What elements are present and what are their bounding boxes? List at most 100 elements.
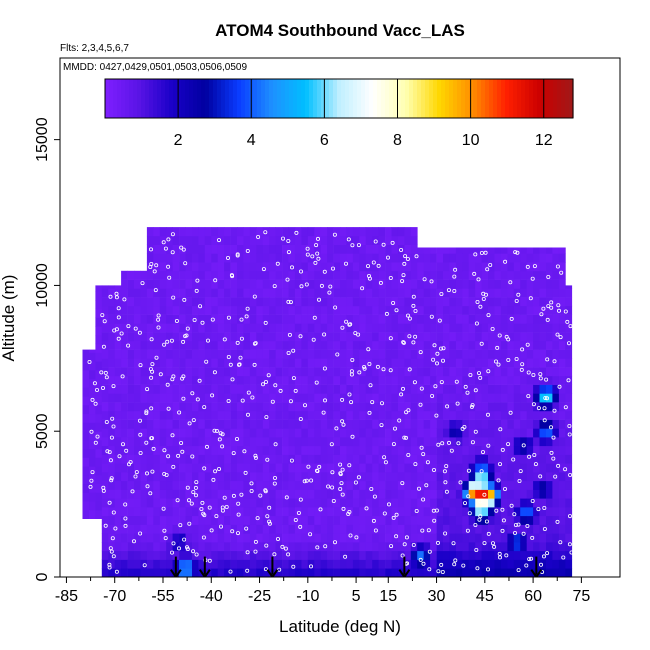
heatmap-cell (404, 480, 412, 490)
heatmap-cell (224, 454, 231, 464)
observation-point (492, 544, 497, 549)
heatmap-cell (462, 559, 470, 569)
heatmap-cell (256, 524, 264, 534)
heatmap-cell (500, 384, 508, 394)
observation-point (294, 230, 299, 235)
heatmap-cell (172, 480, 180, 490)
heatmap-cell (230, 410, 238, 420)
heatmap-cell (513, 349, 521, 359)
observation-point (288, 300, 293, 305)
heatmap-cell (192, 384, 199, 394)
heatmap-cell (307, 480, 315, 490)
heatmap-cell (455, 367, 463, 377)
observation-point (400, 553, 405, 558)
heatmap-cell (430, 323, 437, 333)
heatmap-cell (539, 524, 547, 534)
heatmap-cell (558, 305, 566, 315)
observation-point (222, 337, 227, 342)
heatmap-cell (108, 384, 116, 394)
heatmap-cell (372, 305, 379, 315)
observation-point (382, 455, 387, 460)
heatmap-cell (314, 559, 322, 569)
observation-point (503, 259, 508, 264)
heatmap-cell (108, 445, 116, 455)
heatmap-cell (565, 480, 573, 490)
heatmap-cell (404, 393, 412, 403)
heatmap-cell (500, 454, 508, 464)
heatmap-cell (134, 454, 141, 464)
heatmap-cell (224, 227, 231, 237)
heatmap-cell (249, 244, 257, 254)
heatmap-cell (224, 428, 231, 438)
heatmap-cell (488, 393, 495, 403)
heatmap-cell (192, 445, 199, 455)
observation-point (506, 442, 511, 447)
heatmap-cell (320, 454, 328, 464)
heatmap-cell (359, 367, 367, 377)
heatmap-cell (249, 410, 257, 420)
heatmap-cell (475, 410, 482, 420)
heatmap-cell (488, 515, 495, 525)
heatmap-cell (108, 419, 116, 429)
heatmap-cell (224, 410, 231, 420)
heatmap-cell (475, 279, 482, 289)
heatmap-cell (500, 507, 508, 517)
heatmap-cell (423, 384, 431, 394)
heatmap-cell (500, 247, 508, 254)
heatmap-cell (301, 454, 309, 464)
heatmap-cell (89, 440, 96, 450)
observation-point (340, 397, 345, 402)
observation-point (318, 507, 323, 512)
heatmap-cell (404, 437, 412, 447)
heatmap-cell (423, 428, 431, 438)
heatmap-cell (256, 367, 264, 377)
heatmap-cell (172, 384, 180, 394)
heatmap-cell (307, 498, 315, 508)
observation-point (414, 508, 419, 513)
heatmap-cell (481, 472, 489, 482)
heatmap-cell (204, 489, 212, 499)
observation-point (202, 405, 207, 410)
heatmap-cell (449, 507, 457, 517)
heatmap-cell (533, 454, 540, 464)
observation-point (180, 449, 185, 454)
heatmap-cell (346, 445, 354, 455)
heatmap-cell (365, 279, 373, 289)
heatmap-cell (166, 297, 173, 307)
observation-point (314, 243, 319, 248)
observation-point (185, 547, 190, 552)
heatmap-cell (539, 349, 547, 359)
heatmap-cell (475, 515, 482, 525)
observation-point (478, 375, 483, 380)
heatmap-cell (526, 358, 534, 368)
heatmap-cell (166, 367, 173, 377)
observation-point (263, 489, 268, 494)
heatmap-cell (121, 428, 128, 438)
heatmap-cell (565, 402, 573, 412)
heatmap-cell (520, 402, 527, 412)
heatmap-cell (423, 472, 431, 482)
heatmap-cell (262, 323, 270, 333)
colorbar-segment (533, 79, 538, 118)
heatmap-cell (481, 542, 489, 552)
heatmap-cell (333, 559, 341, 569)
heatmap-cell (449, 367, 457, 377)
heatmap-cell (372, 297, 379, 307)
heatmap-cell (127, 428, 135, 438)
heatmap-cell (114, 285, 122, 289)
heatmap-cell (275, 358, 283, 368)
heatmap-cell (475, 247, 482, 254)
heatmap-cell (391, 227, 399, 237)
colorbar-segment (501, 79, 506, 118)
heatmap-cell (520, 542, 527, 552)
colorbar-segment (341, 79, 346, 118)
heatmap-cell (320, 244, 328, 254)
heatmap-cell (275, 542, 283, 552)
heatmap-cell (146, 419, 154, 429)
observation-point (240, 398, 245, 403)
observation-point (189, 501, 194, 506)
observation-point (479, 341, 484, 346)
heatmap-cell (95, 483, 103, 493)
heatmap-cell (558, 349, 566, 359)
heatmap-cell (365, 393, 373, 403)
